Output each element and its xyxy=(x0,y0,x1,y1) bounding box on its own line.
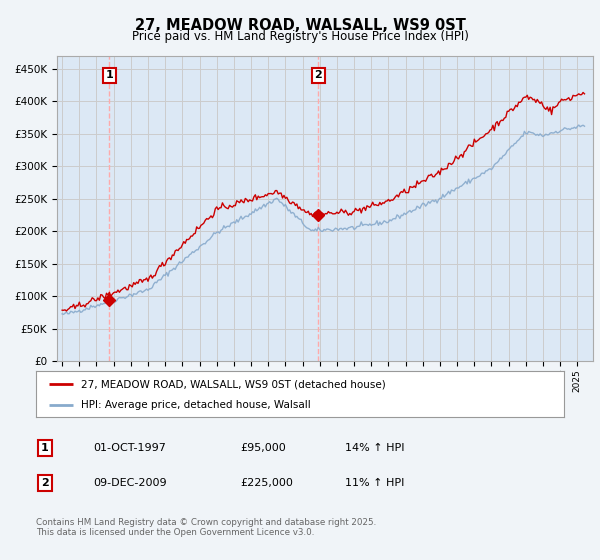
Text: 2: 2 xyxy=(41,478,49,488)
Text: £95,000: £95,000 xyxy=(240,443,286,453)
Text: 01-OCT-1997: 01-OCT-1997 xyxy=(93,443,166,453)
Text: HPI: Average price, detached house, Walsall: HPI: Average price, detached house, Wals… xyxy=(81,400,311,410)
Text: Price paid vs. HM Land Registry's House Price Index (HPI): Price paid vs. HM Land Registry's House … xyxy=(131,30,469,43)
Text: 2: 2 xyxy=(314,71,322,81)
Text: 1: 1 xyxy=(41,443,49,453)
Text: £225,000: £225,000 xyxy=(240,478,293,488)
Text: 09-DEC-2009: 09-DEC-2009 xyxy=(93,478,167,488)
Text: 1: 1 xyxy=(106,71,113,81)
Text: 27, MEADOW ROAD, WALSALL, WS9 0ST (detached house): 27, MEADOW ROAD, WALSALL, WS9 0ST (detac… xyxy=(81,379,386,389)
Text: 27, MEADOW ROAD, WALSALL, WS9 0ST: 27, MEADOW ROAD, WALSALL, WS9 0ST xyxy=(134,18,466,32)
Text: Contains HM Land Registry data © Crown copyright and database right 2025.
This d: Contains HM Land Registry data © Crown c… xyxy=(36,518,376,538)
Text: 14% ↑ HPI: 14% ↑ HPI xyxy=(345,443,404,453)
Text: 11% ↑ HPI: 11% ↑ HPI xyxy=(345,478,404,488)
